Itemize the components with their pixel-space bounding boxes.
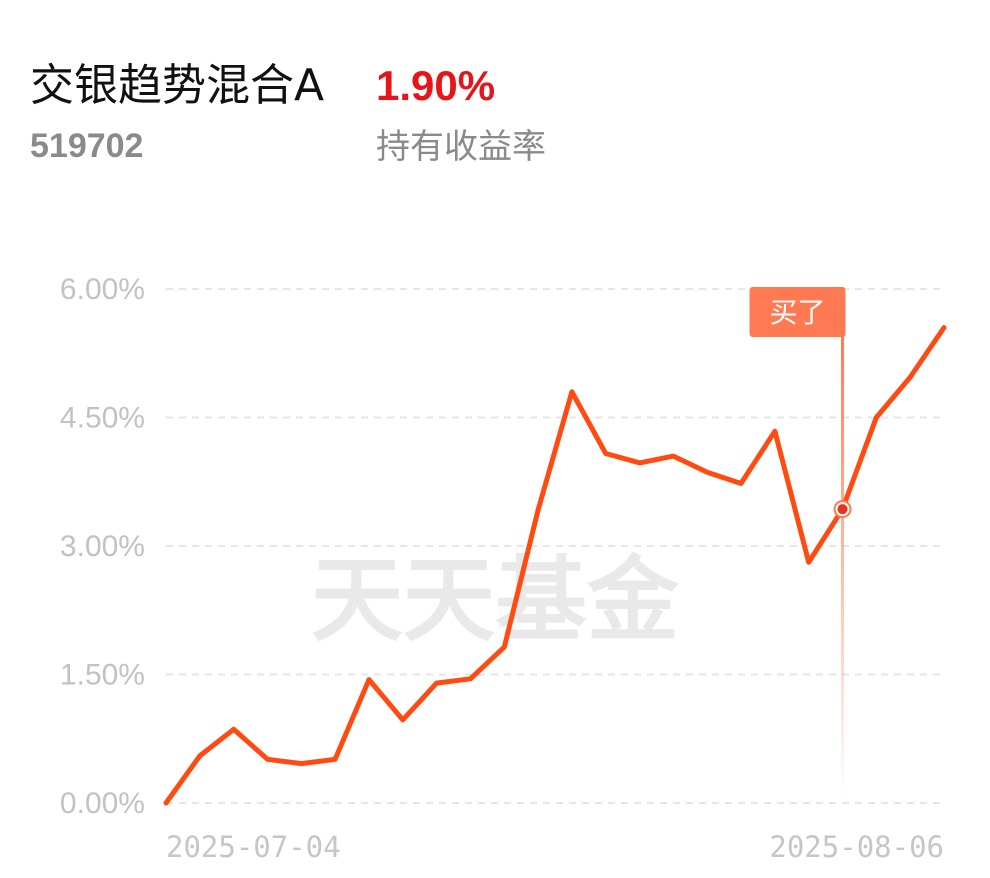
buy-label-badge (749, 287, 846, 337)
x-tick-label: 2025-08-06 (769, 830, 944, 864)
watermark: 天天基金 (311, 547, 680, 654)
buy-point-dot (837, 504, 848, 515)
y-tick-label: 0.00% (60, 787, 145, 820)
fund-code: 519702 (30, 127, 144, 165)
y-tick-label: 3.00% (60, 530, 145, 563)
y-axis-ticks: 6.00% 4.50% 3.00% 1.50% 0.00% (60, 273, 145, 820)
y-tick-label: 4.50% (60, 402, 145, 435)
x-axis-ticks: 2025-07-04 2025-08-06 (166, 830, 944, 864)
holding-return-label: 持有收益率 (376, 127, 546, 167)
series-line (163, 325, 947, 806)
holding-return-value: 1.90% (376, 62, 496, 109)
buy-label-text: 买了 (770, 296, 826, 329)
grid-lines (166, 288, 944, 804)
buy-point-layer (833, 500, 852, 519)
x-tick-label: 2025-07-04 (166, 830, 341, 864)
buy-annotation: 买了 (749, 287, 846, 798)
series-line-layer (163, 325, 947, 806)
fund-name: 交银趋势混合A (30, 60, 325, 111)
buy-marker-line (841, 336, 845, 798)
y-tick-label: 6.00% (60, 273, 145, 306)
y-tick-label: 1.50% (60, 659, 145, 692)
